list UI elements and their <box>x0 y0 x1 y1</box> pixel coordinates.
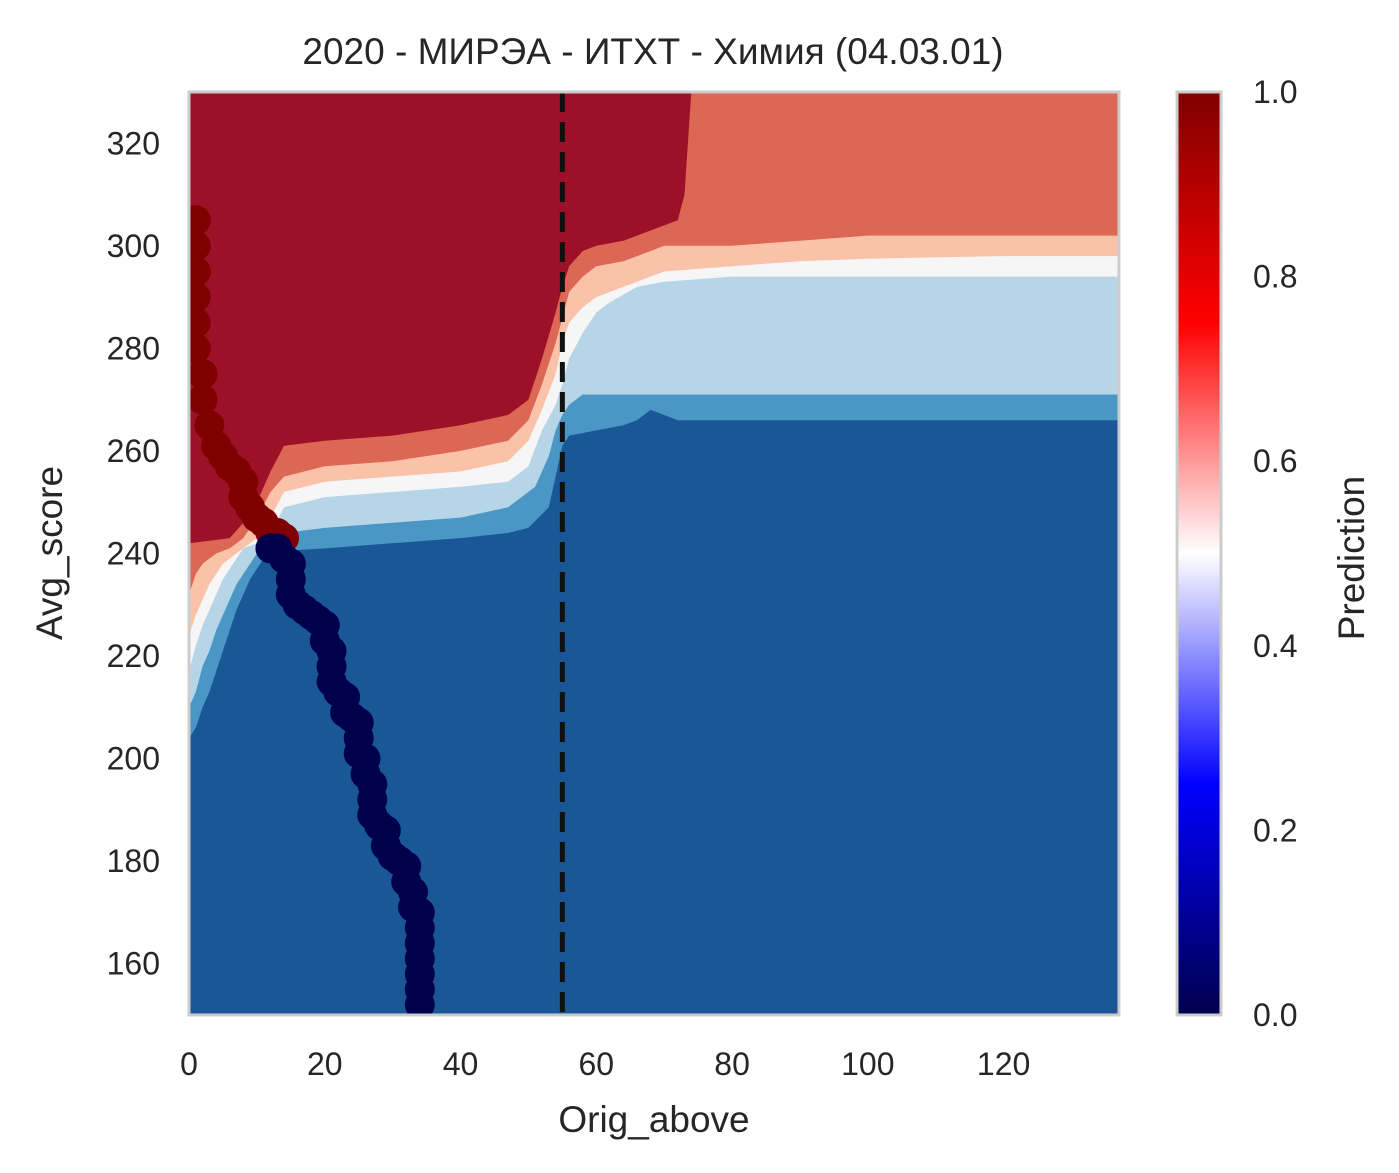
colorbar-tick-label: 0.2 <box>1253 812 1297 848</box>
colorbar-bar <box>1175 90 1223 1017</box>
chart-title: 2020 - МИРЭА - ИТХТ - Химия (04.03.01) <box>302 31 1003 72</box>
y-tick-label: 240 <box>107 536 160 572</box>
x-axis-ticks: 0 20 40 60 80 100 120 <box>180 1046 1030 1082</box>
x-tick-label: 20 <box>307 1046 343 1082</box>
x-tick-label: 40 <box>443 1046 479 1082</box>
data-point-label-1 <box>189 307 211 338</box>
plot-area <box>189 92 1119 1015</box>
colorbar-tick-label: 0.4 <box>1253 628 1297 664</box>
data-points <box>189 205 435 1015</box>
colorbar: 0.0 0.2 0.4 0.6 0.8 1.0 Prediction <box>1175 74 1372 1033</box>
y-tick-label: 320 <box>107 125 160 161</box>
colorbar-tick-label: 1.0 <box>1253 74 1297 110</box>
colorbar-tick-label: 0.0 <box>1253 997 1297 1033</box>
y-tick-label: 220 <box>107 638 160 674</box>
x-tick-label: 0 <box>180 1046 198 1082</box>
y-tick-label: 300 <box>107 228 160 264</box>
y-tick-label: 180 <box>107 843 160 879</box>
data-point-label-1 <box>189 205 211 236</box>
x-axis-label: Orig_above <box>558 1099 749 1140</box>
colorbar-label: Prediction <box>1331 476 1372 641</box>
contour-band-0.0-0.15 <box>189 409 1119 1015</box>
colorbar-tick-label: 0.6 <box>1253 443 1297 479</box>
data-point-label-1 <box>189 230 211 261</box>
y-tick-label: 200 <box>107 741 160 777</box>
data-point-label-0 <box>404 989 435 1015</box>
plot-frame <box>187 90 1121 1017</box>
y-tick-label: 260 <box>107 433 160 469</box>
data-point-label-1 <box>189 256 211 287</box>
colorbar-tick-label: 0.8 <box>1253 259 1297 295</box>
prediction-contours <box>189 92 1119 1015</box>
data-point-label-1 <box>189 359 218 390</box>
y-tick-label: 280 <box>107 330 160 366</box>
colorbar-ticks: 0.0 0.2 0.4 0.6 0.8 1.0 <box>1253 74 1297 1033</box>
y-axis-label: Avg_score <box>29 466 70 640</box>
data-point-label-1 <box>189 282 211 313</box>
x-tick-label: 120 <box>977 1046 1030 1082</box>
data-point-label-1 <box>189 333 211 364</box>
x-tick-label: 60 <box>579 1046 615 1082</box>
data-point-label-1 <box>189 384 218 415</box>
y-axis-ticks: 160 180 200 220 240 260 280 300 320 <box>107 125 160 981</box>
x-tick-label: 80 <box>714 1046 750 1082</box>
x-tick-label: 100 <box>841 1046 894 1082</box>
y-tick-label: 160 <box>107 946 160 982</box>
